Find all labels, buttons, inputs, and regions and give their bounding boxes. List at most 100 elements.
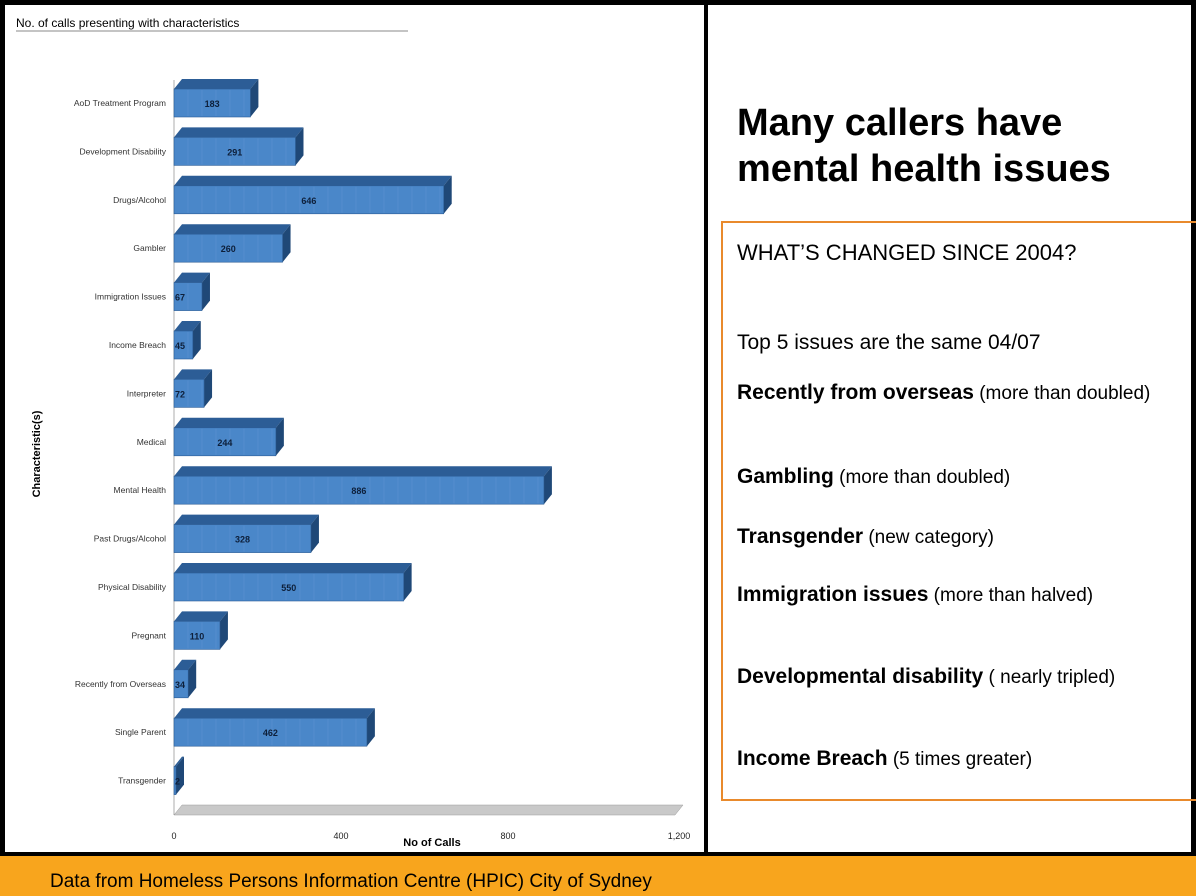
change-item-detail: (more than halved) <box>928 585 1094 606</box>
change-item: Recently from overseas (more than double… <box>737 379 1187 407</box>
bar <box>173 379 205 408</box>
bar-top-face <box>174 272 210 283</box>
bar-top-face <box>174 175 452 186</box>
bar-side-face <box>219 611 228 650</box>
bar-side-face <box>310 514 319 553</box>
x-tick-label: 1,200 <box>668 831 691 841</box>
bar <box>173 621 221 650</box>
category-label: Income Breach <box>109 340 166 350</box>
bar <box>173 669 189 699</box>
bar-side-face <box>204 369 213 408</box>
bar-top-face <box>174 79 259 89</box>
bar <box>173 233 283 263</box>
category-label: Past Drugs/Alcohol <box>94 534 166 544</box>
change-item-detail: (new category) <box>863 527 994 548</box>
category-label: Development Disability <box>80 146 167 156</box>
category-label: Interpreter <box>127 388 166 398</box>
bar <box>173 185 445 215</box>
change-item: Immigration issues (more than halved) <box>737 581 1187 609</box>
top5-note: Top 5 issues are the same 04/07 <box>737 331 1041 354</box>
bar <box>173 766 177 795</box>
bar-value-label: 183 <box>205 99 220 109</box>
bar-side-face <box>188 659 197 698</box>
change-item-title: Transgender <box>737 525 864 548</box>
bar <box>173 475 545 505</box>
bar-value-label: 244 <box>217 438 232 448</box>
category-label: Recently from Overseas <box>75 679 166 689</box>
bar-top-face <box>174 563 412 573</box>
bar-side-face <box>201 272 210 311</box>
bar-top-face <box>174 127 304 138</box>
change-item-detail: (more than doubled) <box>833 467 1011 488</box>
bar-value-label: 260 <box>221 244 236 254</box>
x-tick-label: 800 <box>500 831 515 841</box>
bar-value-label: 45 <box>175 341 185 351</box>
bar-side-face <box>543 466 552 505</box>
category-label: Gambler <box>133 243 166 253</box>
category-label: Transgender <box>118 776 166 786</box>
bar <box>173 572 404 602</box>
bar-value-label: 291 <box>227 147 242 157</box>
footer-source: Data from Homeless Persons Information C… <box>50 871 652 892</box>
bar <box>173 524 312 553</box>
bar-top-face <box>174 369 213 380</box>
bar-top-face <box>174 321 201 331</box>
bar-side-face <box>366 708 375 747</box>
change-item-title: Gambling <box>737 465 834 488</box>
bar-value-label: 67 <box>175 293 185 303</box>
bar-side-face <box>403 563 412 601</box>
changes-question: WHAT’S CHANGED SINCE 2004? <box>737 240 1077 265</box>
footer-bar: Data from Homeless Persons Information C… <box>0 852 1196 896</box>
bar-value-label: 886 <box>351 486 366 496</box>
change-item: Developmental disability ( nearly triple… <box>737 663 1187 691</box>
change-item: Transgender (new category) <box>737 523 1187 551</box>
bar-value-label: 110 <box>190 631 205 641</box>
bar-value-label: 72 <box>175 389 185 399</box>
chart-title: No. of calls presenting with characteris… <box>16 16 239 30</box>
bar-value-label: 646 <box>301 196 316 206</box>
bar-side-face <box>176 756 184 795</box>
change-item-title: Developmental disability <box>737 665 984 688</box>
bar-value-label: 2 <box>175 777 180 787</box>
bar-side-face <box>295 127 304 166</box>
bar-side-face <box>192 321 201 359</box>
change-item: Income Breach (5 times greater) <box>737 745 1187 773</box>
category-label: Single Parent <box>115 727 167 737</box>
category-label: Drugs/Alcohol <box>113 195 166 205</box>
category-label: Medical <box>137 437 166 447</box>
x-axis-label: No of Calls <box>403 837 460 849</box>
change-item-detail: (more than doubled) <box>973 383 1151 404</box>
bar-top-face <box>174 514 319 525</box>
column-divider <box>704 0 708 852</box>
headline: Many callers have mental health issues <box>737 102 1111 190</box>
bar-top-face <box>174 611 228 622</box>
y-axis-label: Characteristic(s) <box>31 410 43 497</box>
bar-top-face <box>174 659 197 670</box>
change-item-detail: ( nearly tripled) <box>983 667 1116 688</box>
category-label: Physical Disability <box>98 582 167 592</box>
bar-top-face <box>174 756 184 767</box>
bar <box>173 427 277 457</box>
change-item-title: Immigration issues <box>737 583 929 606</box>
change-item-title: Income Breach <box>737 747 888 770</box>
x-tick-label: 400 <box>333 831 348 841</box>
bar-side-face <box>282 224 291 263</box>
category-label: Immigration Issues <box>95 292 166 302</box>
x-tick-label: 0 <box>171 831 176 841</box>
bar-value-label: 328 <box>235 535 250 545</box>
bar-value-label: 550 <box>281 583 296 593</box>
category-label: Mental Health <box>114 485 167 495</box>
changes-box: WHAT’S CHANGED SINCE 2004? Top 5 issues … <box>721 221 1196 801</box>
bars-layer: AoD Treatment Program 183 Development Disa… <box>74 79 690 841</box>
bar-top-face <box>174 708 375 719</box>
bar-chart: No. of calls presenting with characteris… <box>16 16 690 849</box>
bar-side-face <box>275 417 284 456</box>
category-label: AoD Treatment Program <box>74 98 166 108</box>
change-item-detail: (5 times greater) <box>887 749 1033 770</box>
bar-top-face <box>174 417 284 428</box>
chart-floor <box>173 804 684 816</box>
bar <box>173 717 368 747</box>
bar <box>173 88 251 118</box>
bar-side-face <box>250 79 259 117</box>
